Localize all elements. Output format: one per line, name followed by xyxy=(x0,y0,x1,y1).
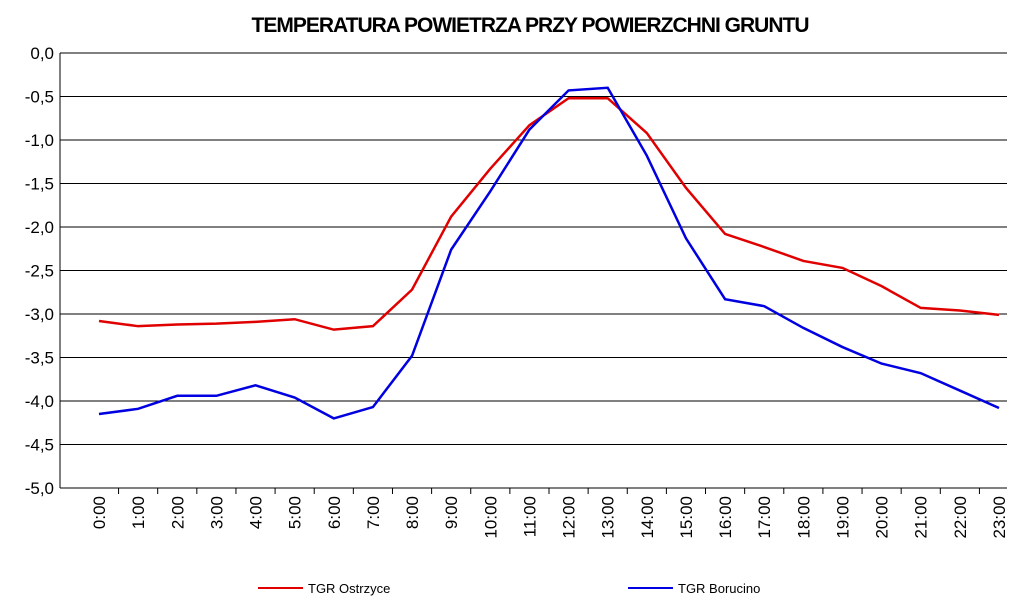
x-tick-label: 18:00 xyxy=(794,496,813,539)
x-tick-label: 10:00 xyxy=(481,496,500,539)
x-tick-label: 13:00 xyxy=(599,496,618,539)
x-tick-label: 11:00 xyxy=(520,496,539,537)
x-tick-label: 22:00 xyxy=(951,496,970,539)
x-tick-label: 1:00 xyxy=(129,496,148,529)
legend-label: TGR Ostrzyce xyxy=(308,581,390,596)
x-tick-label: 19:00 xyxy=(833,496,852,539)
x-tick-label: 7:00 xyxy=(364,496,383,529)
y-tick-label: 0,0 xyxy=(30,44,54,63)
y-tick-label: -1,0 xyxy=(25,131,54,150)
y-tick-label: -2,5 xyxy=(25,262,54,281)
y-tick-label: -1,5 xyxy=(25,175,54,194)
y-tick-label: -5,0 xyxy=(25,479,54,498)
y-tick-label: -3,5 xyxy=(25,349,54,368)
x-tick-label: 5:00 xyxy=(286,496,305,529)
y-tick-label: -0,5 xyxy=(25,88,54,107)
x-tick-label: 9:00 xyxy=(442,496,461,529)
x-tick-label: 8:00 xyxy=(403,496,422,529)
x-tick-label: 20:00 xyxy=(873,496,892,539)
x-tick-label: 3:00 xyxy=(207,496,226,529)
x-tick-label: 17:00 xyxy=(755,496,774,539)
y-tick-label: -2,0 xyxy=(25,218,54,237)
y-tick-label: -3,0 xyxy=(25,305,54,324)
y-tick-label: -4,0 xyxy=(25,392,54,411)
x-tick-label: 23:00 xyxy=(990,496,1009,539)
line-series xyxy=(98,86,1000,420)
x-tick-label: 14:00 xyxy=(638,496,657,539)
x-tick-label: 15:00 xyxy=(677,496,696,539)
x-tick-label: 0:00 xyxy=(90,496,109,529)
chart-title: TEMPERATURA POWIETRZA PRZY POWIERZCHNI G… xyxy=(252,14,809,37)
x-tick-label: 16:00 xyxy=(716,496,735,539)
line-series xyxy=(98,96,1000,331)
x-tick-label: 2:00 xyxy=(168,496,187,529)
legend-label: TGR Borucino xyxy=(678,581,760,596)
x-tick-label: 12:00 xyxy=(560,496,579,539)
y-tick-label: -4,5 xyxy=(25,436,54,455)
x-tick-label: 21:00 xyxy=(912,496,931,539)
x-tick-label: 6:00 xyxy=(325,496,344,529)
x-tick-label: 4:00 xyxy=(247,496,266,529)
